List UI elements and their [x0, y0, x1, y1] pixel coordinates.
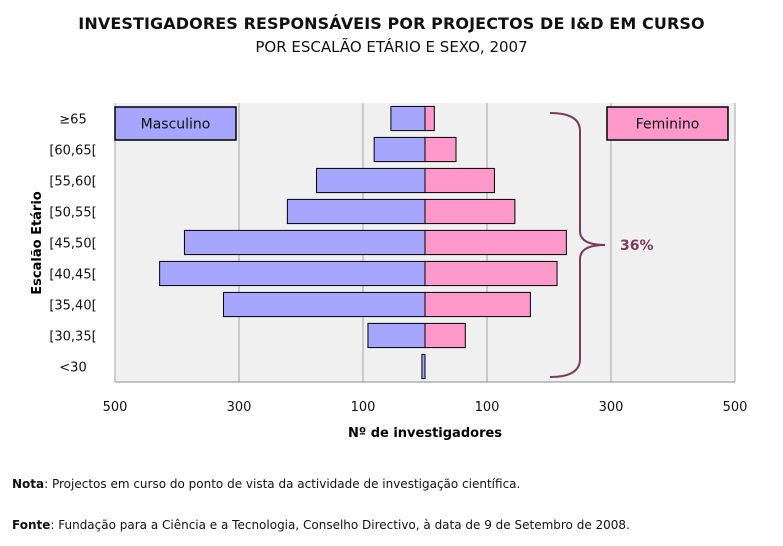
legend: Masculino Feminino: [114, 106, 729, 141]
bar-masculino: [159, 260, 426, 287]
category-label: [40,45[: [49, 268, 96, 283]
x-tick-labels: 500 300 100 100 300 500: [103, 400, 748, 415]
bar-masculino: [390, 105, 426, 132]
category-label: <30: [59, 361, 86, 376]
x-tick-label: 100: [351, 400, 376, 415]
category-label: [50,55[: [49, 206, 96, 221]
category-label: ≥65: [59, 113, 86, 128]
legend-feminino-box: [606, 106, 729, 141]
category-label: [30,35[: [49, 330, 96, 345]
bar-feminino: [424, 291, 531, 318]
legend-feminino-label: Feminino: [636, 117, 700, 133]
bar-masculino: [316, 167, 426, 194]
category-labels: ≥65 [60,65[ [55,60[ [50,55[ [45,50[ [40,45[ [3…: [49, 113, 96, 376]
chart-subtitle: POR ESCALÃO ETÁRIO E SEXO, 2007: [255, 38, 528, 56]
curly-brace: [549, 112, 606, 378]
note-text: : Projectos em curso do ponto de vista d…: [44, 477, 521, 491]
x-tick-label: 500: [103, 400, 128, 415]
category-label: [35,40[: [49, 299, 96, 314]
bars-group: [159, 105, 567, 380]
bar-masculino: [183, 229, 426, 256]
bar-masculino: [286, 198, 426, 225]
x-tick-label: 500: [723, 400, 748, 415]
category-label: [55,60[: [49, 175, 96, 190]
note-label: Nota: [12, 477, 45, 491]
bar-feminino: [424, 260, 558, 287]
category-label: [45,50[: [49, 237, 96, 252]
bar-feminino: [424, 229, 567, 256]
legend-masculino-box: [114, 106, 237, 141]
x-axis-label: Nº de investigadores: [348, 426, 502, 441]
bar-feminino: [424, 167, 495, 194]
chart-title: INVESTIGADORES RESPONSÁVEIS POR PROJECTO…: [78, 14, 705, 33]
bar-masculino: [223, 291, 426, 318]
source-text: : Fundação para a Ciência e a Tecnologia…: [50, 518, 630, 532]
annotation-label: 36%: [620, 238, 654, 254]
bar-masculino: [421, 353, 426, 380]
bar-feminino: [424, 198, 516, 225]
bar-feminino: [424, 105, 435, 132]
y-axis-label: Escalão Etário: [30, 191, 45, 295]
source-label: Fonte: [12, 518, 51, 532]
x-tick-label: 300: [227, 400, 252, 415]
category-label: [60,65[: [49, 144, 96, 159]
x-tick-label: 100: [475, 400, 500, 415]
bar-feminino: [424, 136, 457, 163]
x-tick-label: 300: [599, 400, 624, 415]
legend-masculino-label: Masculino: [141, 117, 211, 133]
source-note: Fonte: Fundação para a Ciência e a Tecno…: [12, 518, 630, 532]
bar-feminino: [424, 322, 466, 349]
note: Nota: Projectos em curso do ponto de vis…: [12, 477, 520, 491]
bar-masculino: [367, 322, 426, 349]
annotation: 36%: [549, 112, 654, 378]
bar-masculino: [373, 136, 426, 163]
